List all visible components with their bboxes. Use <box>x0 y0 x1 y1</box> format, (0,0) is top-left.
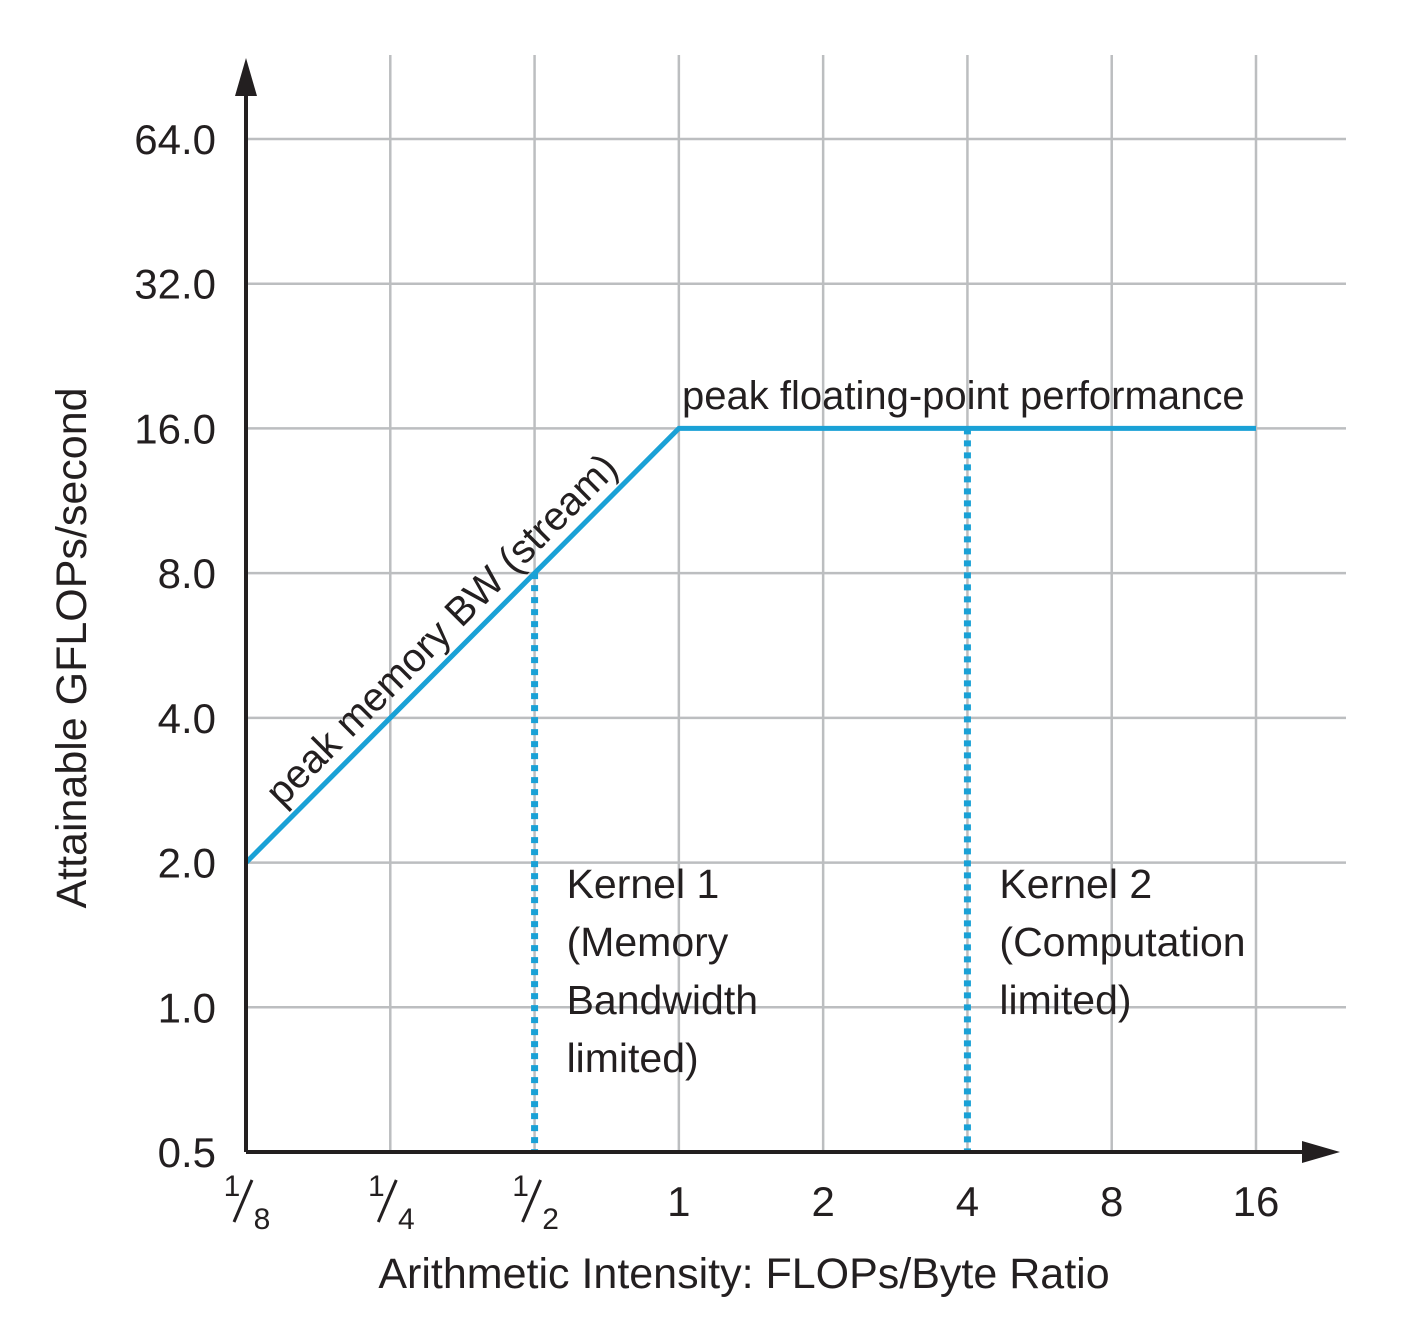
kernel-label-line: (Computation <box>999 919 1245 965</box>
y-tick-label: 8.0 <box>158 550 216 597</box>
x-tick-fraction-slash <box>521 1179 542 1223</box>
roof-flat-label: peak floating-point performance <box>682 374 1245 418</box>
y-tick-label: 4.0 <box>158 695 216 742</box>
kernel-2-label: Kernel 2 (Computation limited) <box>999 861 1245 1023</box>
x-tick-denominator: 2 <box>542 1203 559 1236</box>
kernel-label-line: limited) <box>999 977 1131 1023</box>
y-tick-label: 1.0 <box>158 984 216 1031</box>
y-tick-label: 32.0 <box>134 261 216 308</box>
kernel-1-label: Kernel 1 (Memory Bandwidth limited) <box>567 861 758 1081</box>
kernel-label-line: Kernel 2 <box>999 861 1152 907</box>
x-tick-label: 16 <box>1233 1178 1280 1225</box>
kernel-label-line: (Memory <box>567 919 729 965</box>
grid <box>246 55 1346 1152</box>
y-tick-label: 16.0 <box>134 405 216 452</box>
kernel-lines <box>531 428 971 1152</box>
x-tick-numerator: 1 <box>368 1170 385 1203</box>
roofline-series <box>244 425 1256 865</box>
x-tick-label: 14 <box>368 1170 415 1236</box>
y-tick-label: 0.5 <box>158 1129 216 1176</box>
y-tick-label: 2.0 <box>158 840 216 887</box>
x-tick-label: 18 <box>224 1170 271 1236</box>
x-tick-label: 4 <box>956 1178 979 1225</box>
x-tick-label: 2 <box>811 1178 834 1225</box>
x-axis-label: Arithmetic Intensity: FLOPs/Byte Ratio <box>378 1250 1109 1298</box>
roofline-line <box>244 425 1256 865</box>
kernel-annotations: Kernel 1 (Memory Bandwidth limited)Kernel 2… <box>567 861 1246 1081</box>
y-axis-arrow <box>235 58 257 96</box>
kernel-label-line: Kernel 1 <box>567 861 720 907</box>
x-tick-numerator: 1 <box>224 1170 241 1203</box>
x-tick-label: 1 <box>667 1178 690 1225</box>
y-axis-label: Attainable GFLOPs/second <box>48 387 96 908</box>
axes <box>235 58 1340 1163</box>
x-tick-denominator: 8 <box>254 1203 271 1236</box>
x-tick-fraction-slash <box>232 1179 254 1223</box>
roof-slope-label: peak memory BW (stream) <box>257 445 626 814</box>
x-tick-fraction-slash <box>376 1179 398 1223</box>
kernel-label-line: limited) <box>567 1035 699 1081</box>
x-axis-arrow <box>1302 1141 1340 1163</box>
y-tick-labels: 0.5 1.0 2.0 4.0 8.0 16.0 32.0 64.0 <box>134 116 216 1176</box>
x-tick-denominator: 4 <box>398 1203 415 1236</box>
x-tick-label: 12 <box>512 1170 559 1236</box>
y-tick-label: 64.0 <box>134 116 216 163</box>
x-tick-numerator: 1 <box>512 1170 529 1203</box>
x-tick-label: 8 <box>1100 1178 1123 1225</box>
kernel-label-line: Bandwidth <box>567 977 758 1023</box>
